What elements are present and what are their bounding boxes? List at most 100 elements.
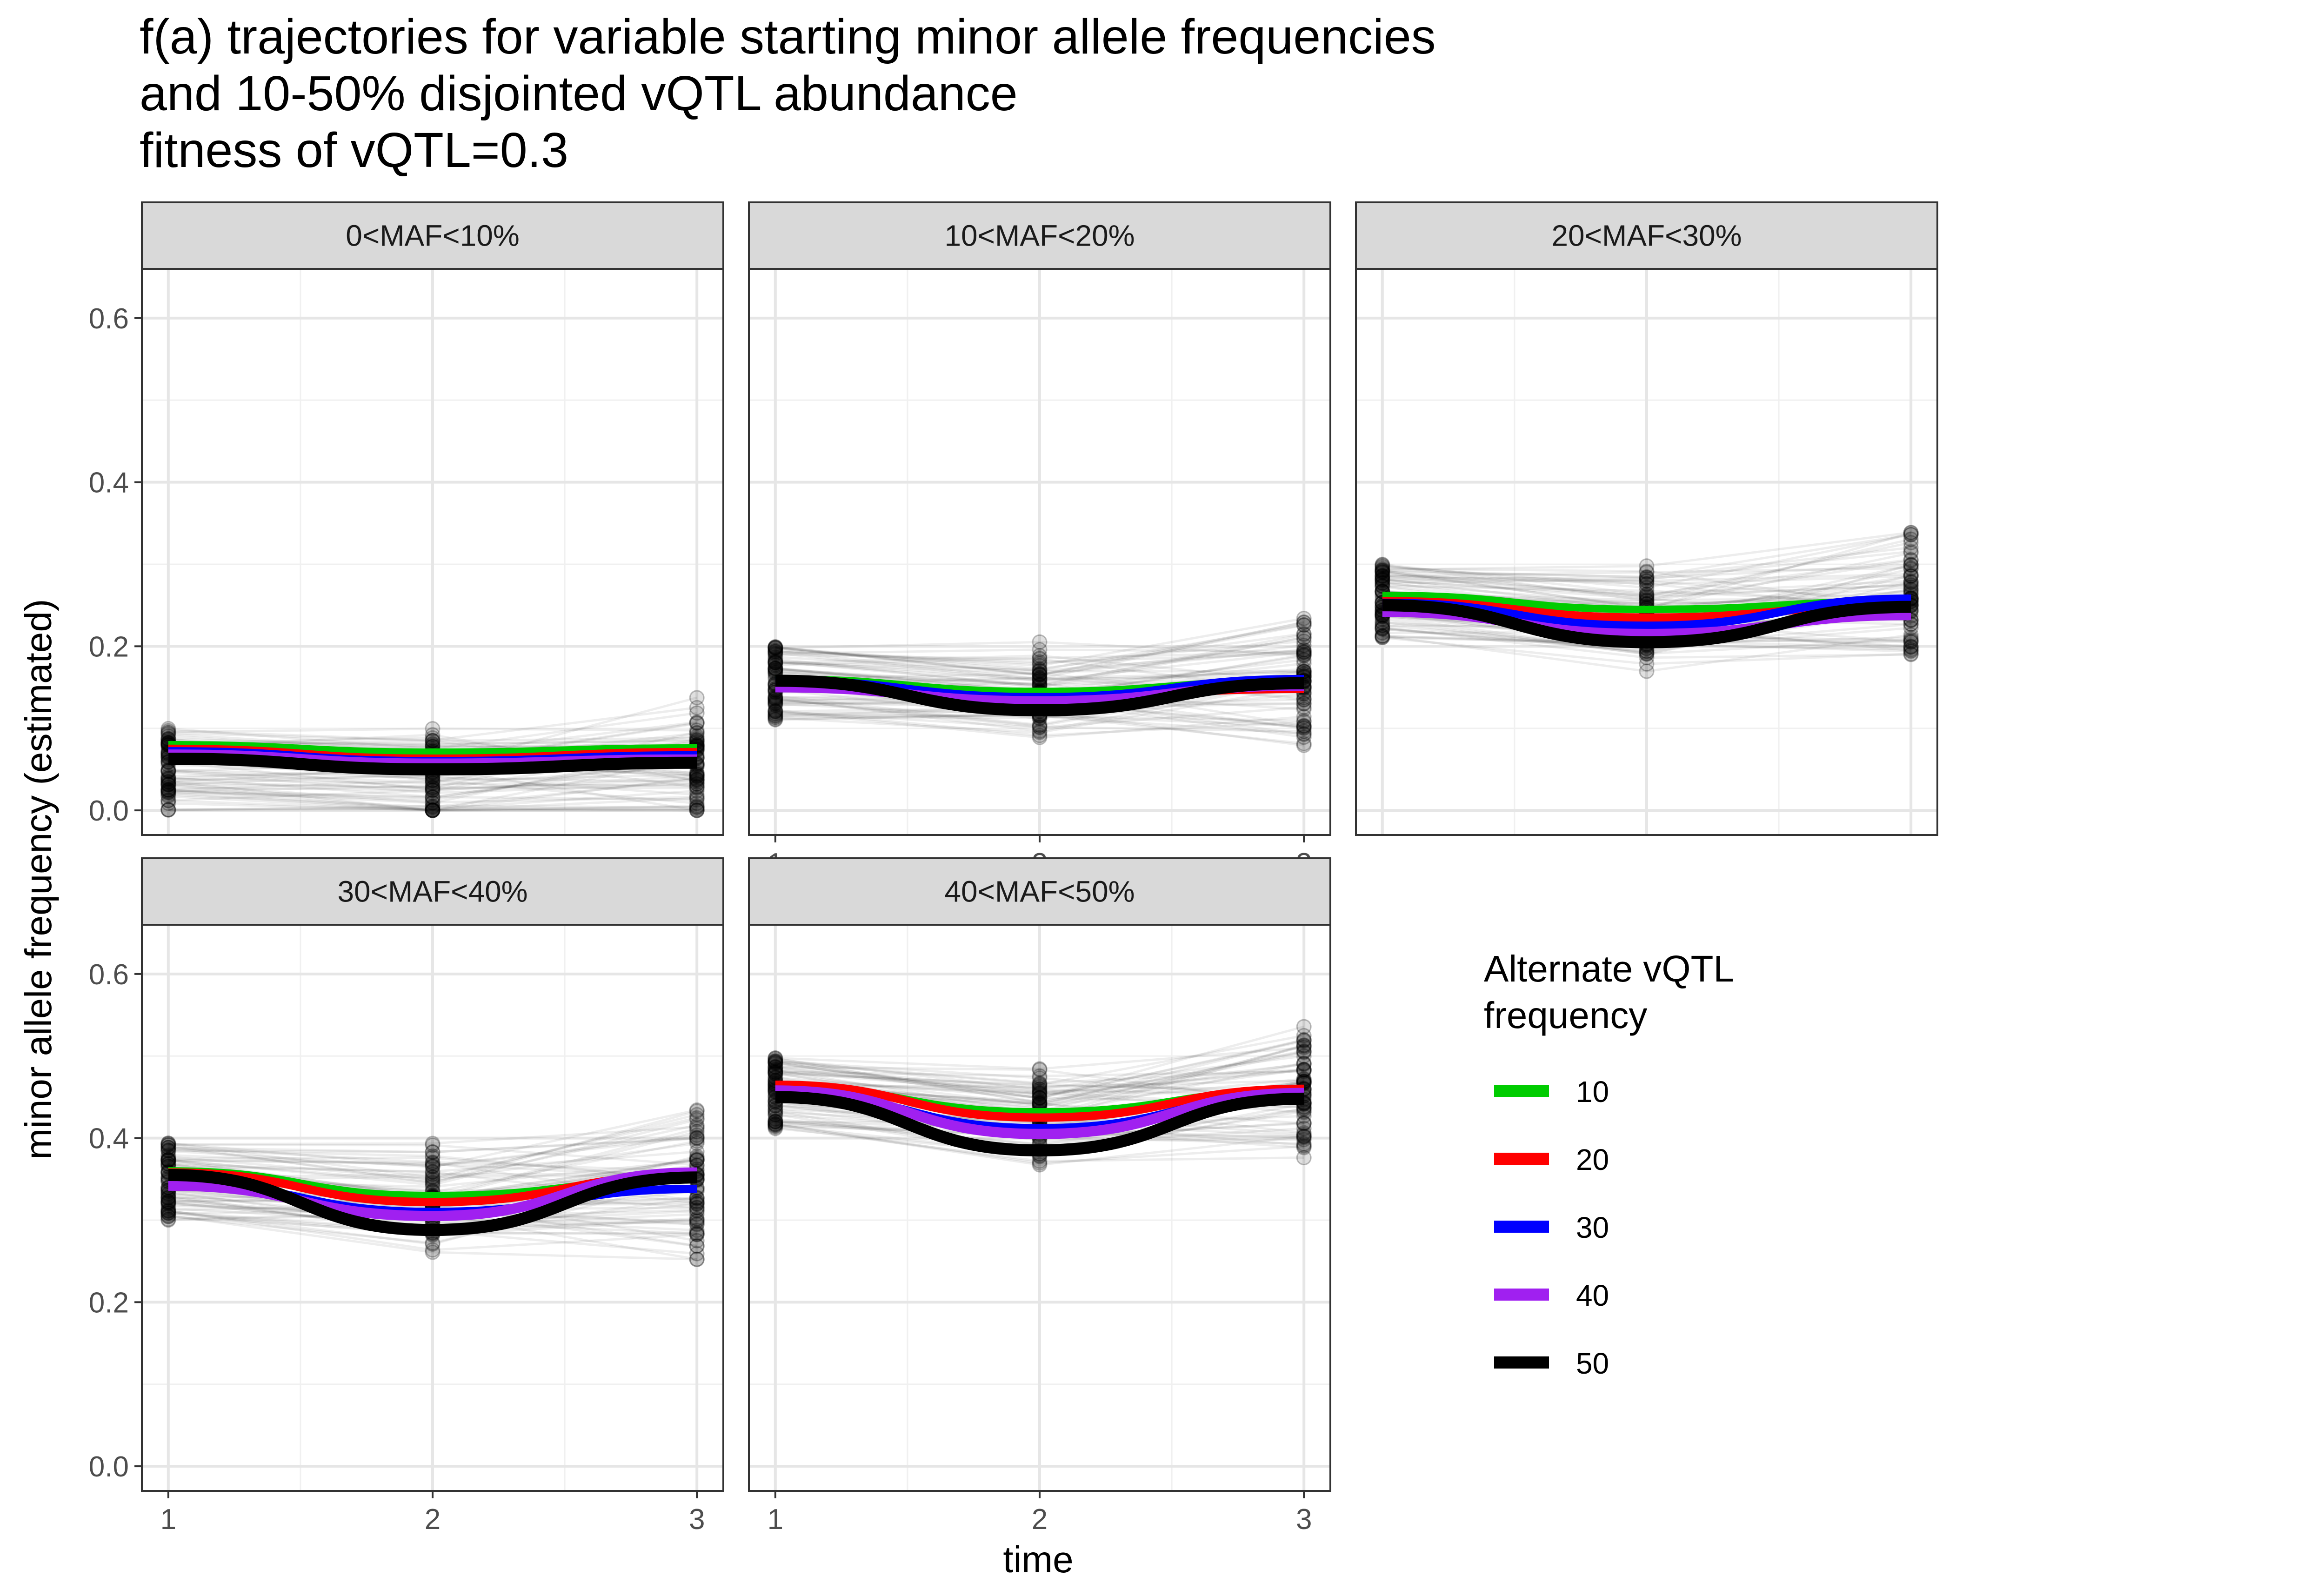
- trajectory-point: [768, 1059, 783, 1075]
- trajectory-point: [689, 1129, 705, 1145]
- trajectory-point: [768, 1121, 783, 1136]
- trajectory-point: [1903, 634, 1919, 650]
- trajectory-point: [160, 783, 176, 799]
- y-tick-label: 0.6: [89, 303, 129, 335]
- trajectory-point: [689, 769, 705, 785]
- trajectory-point: [689, 768, 705, 784]
- trajectory-line: [775, 1061, 1304, 1103]
- trajectory-line: [168, 776, 697, 812]
- trajectory-point: [689, 802, 705, 818]
- trajectory-point: [768, 1119, 783, 1135]
- trajectory-point: [768, 644, 783, 660]
- legend-title-line-1: Alternate vQTL: [1484, 948, 1734, 989]
- trajectory-point: [768, 1061, 783, 1077]
- trajectory-point: [425, 801, 441, 817]
- trajectory-point: [689, 1151, 705, 1167]
- trajectory-point: [1032, 656, 1048, 672]
- trajectory-point: [1903, 579, 1919, 595]
- trajectory-point: [768, 1059, 783, 1075]
- trajectory-point: [160, 1204, 176, 1220]
- trajectory-point: [1032, 1083, 1048, 1099]
- trajectory-point: [160, 1209, 176, 1224]
- trajectory-point: [689, 1144, 705, 1160]
- trajectory-point: [689, 795, 705, 811]
- trajectory-point: [689, 773, 705, 788]
- trajectory-point: [768, 1117, 783, 1133]
- trajectory-point: [768, 1107, 783, 1122]
- trajectory-line: [775, 648, 1304, 655]
- facet-panel: 10<MAF<20%123: [748, 201, 1331, 880]
- trajectory-line: [1382, 579, 1911, 597]
- trajectory-point: [1032, 1085, 1048, 1101]
- trajectory-point: [1296, 1055, 1312, 1071]
- trajectory-point: [1296, 614, 1312, 630]
- trajectory-point: [160, 777, 176, 793]
- trajectory-line: [168, 1116, 697, 1179]
- trajectory-point: [1032, 1082, 1048, 1097]
- trajectory-point: [160, 782, 176, 798]
- trajectory-point: [1639, 650, 1655, 666]
- trajectory-point: [1639, 576, 1655, 592]
- trajectory-point: [160, 774, 176, 790]
- trajectory-point: [768, 1107, 783, 1123]
- trajectory-point: [689, 787, 705, 802]
- trajectory-point: [689, 779, 705, 795]
- trajectory-line: [775, 617, 1304, 667]
- y-tick-label: 0.4: [89, 467, 129, 499]
- trajectory-point: [768, 1114, 783, 1129]
- trajectory-point: [1903, 573, 1919, 589]
- trajectory-point: [1375, 629, 1390, 645]
- trajectory-point: [1032, 1087, 1048, 1103]
- trajectory-point: [768, 655, 783, 671]
- trajectory-line: [168, 773, 697, 791]
- trajectory-point: [1032, 650, 1048, 666]
- trajectory-line: [168, 764, 697, 793]
- trajectory-point: [768, 1064, 783, 1080]
- trajectory-point: [160, 1209, 176, 1224]
- trajectory-point: [1903, 578, 1919, 594]
- trajectory-point: [768, 644, 783, 660]
- trajectory-point: [689, 1152, 705, 1168]
- trajectory-point: [1375, 630, 1390, 646]
- trajectory-point: [1296, 642, 1312, 658]
- trajectory-point: [1296, 723, 1312, 739]
- trajectory-point: [1375, 562, 1390, 578]
- trajectory-point: [1296, 642, 1312, 658]
- trajectory-point: [768, 709, 783, 725]
- trajectory-point: [425, 800, 441, 815]
- trajectory-point: [1296, 647, 1312, 663]
- trajectory-point: [1296, 1048, 1312, 1064]
- trajectory-point: [689, 1225, 705, 1241]
- trajectory-point: [160, 1136, 176, 1152]
- trajectory-point: [1296, 638, 1312, 654]
- trajectory-point: [1903, 557, 1919, 573]
- trajectory-line: [168, 802, 697, 812]
- trajectory-point: [1375, 575, 1390, 591]
- trajectory-point: [425, 1135, 441, 1151]
- trajectory-line: [775, 656, 1304, 673]
- trajectory-point: [1032, 1070, 1048, 1086]
- trajectory-point: [689, 1107, 705, 1122]
- trajectory-point: [160, 1194, 176, 1209]
- trajectory-point: [689, 1117, 705, 1133]
- facet-strip-label: 0<MAF<10%: [346, 219, 520, 253]
- trajectory-point: [1032, 1086, 1048, 1102]
- legend-label-40: 40: [1576, 1279, 1609, 1312]
- trajectory-point: [1296, 713, 1312, 728]
- trajectory-point: [425, 733, 441, 748]
- trajectory-point: [160, 1193, 176, 1209]
- trajectory-line: [168, 806, 697, 812]
- series-50-curve: [168, 752, 697, 775]
- trajectory-point: [768, 640, 783, 656]
- trajectory-point: [689, 1119, 705, 1135]
- trajectory-point: [160, 793, 176, 808]
- trajectory-point: [768, 1114, 783, 1130]
- trajectory-point: [160, 1195, 176, 1210]
- trajectory-point: [1903, 553, 1919, 568]
- trajectory-line: [168, 782, 697, 789]
- trajectory-point: [1296, 1055, 1312, 1071]
- trajectory-point: [1639, 564, 1655, 580]
- trajectory-point: [1903, 643, 1919, 659]
- x-tick-label: 3: [689, 1503, 705, 1536]
- trajectory-point: [1296, 1136, 1312, 1152]
